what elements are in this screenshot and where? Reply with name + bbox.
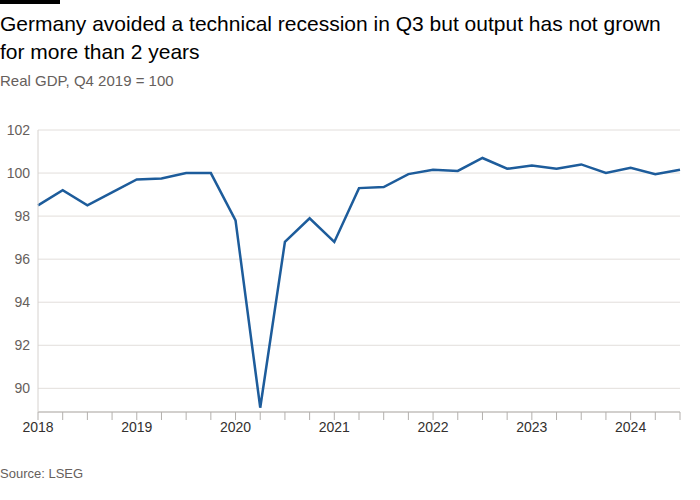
svg-text:2023: 2023 (516, 419, 547, 435)
svg-text:102: 102 (8, 122, 30, 138)
html-text:Source: LSEG: Source: LSEG (0, 466, 84, 481)
svg-text:96: 96 (14, 251, 30, 267)
svg-text:2020: 2020 (220, 419, 251, 435)
svg-text:100: 100 (8, 165, 30, 181)
svg-text:2021: 2021 (319, 419, 350, 435)
svg-text:90: 90 (14, 380, 30, 396)
svg-text:98: 98 (14, 208, 30, 224)
svg-text:92: 92 (14, 337, 30, 353)
svg-text:2019: 2019 (121, 419, 152, 435)
svg-text:2018: 2018 (22, 419, 53, 435)
svg-text:2024: 2024 (615, 419, 646, 435)
svg-text:94: 94 (14, 294, 30, 310)
svg-text:2022: 2022 (417, 419, 448, 435)
html-text:Germany avoided a technical re: Germany avoided a technical recession in… (0, 12, 661, 63)
html-text:Real GDP, Q4 2019 = 100: Real GDP, Q4 2019 = 100 (0, 72, 174, 89)
